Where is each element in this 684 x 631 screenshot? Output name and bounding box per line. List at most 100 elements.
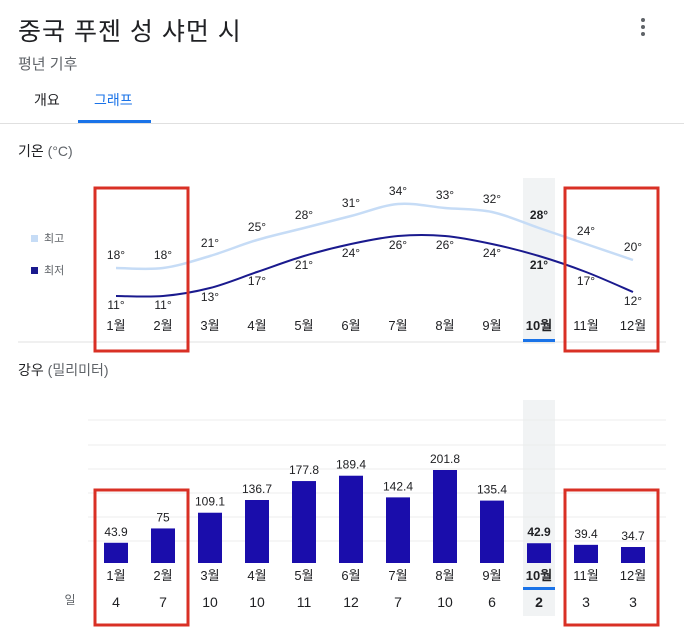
temp-month-label: 7월 [388, 318, 407, 333]
rainfall-bar [574, 544, 598, 563]
high-temp-label: 18° [154, 248, 172, 262]
temperature-highlight-box-2 [563, 186, 660, 353]
more-vert-icon[interactable] [632, 16, 654, 38]
rainfall-bar [386, 497, 410, 563]
rainy-days-label: 일 [64, 593, 75, 607]
low-temp-label: 26° [436, 238, 454, 252]
page-title: 중국 푸젠 성 샤먼 시 [18, 18, 242, 46]
rainy-days-value: 7 [159, 594, 167, 610]
rainfall-value-label: 142.4 [383, 479, 413, 493]
rainfall-value-label: 39.4 [574, 527, 598, 541]
rainfall-value-label: 189.4 [336, 458, 366, 472]
rainfall-month-label: 12월 [620, 568, 646, 583]
rainfall-month-label: 3월 [200, 568, 219, 583]
low-temp-label: 12° [624, 294, 642, 308]
rainfall-month-label: 4월 [247, 568, 266, 583]
temperature-label: 기온 [18, 143, 44, 159]
rainy-days-value: 10 [437, 594, 453, 610]
rainfall-bar [245, 500, 269, 563]
low-temperature-line [115, 234, 634, 298]
low-temp-label: 17° [248, 274, 266, 288]
rainfall-bar [339, 475, 363, 563]
rainfall-value-label: 75 [156, 510, 170, 524]
high-temp-label: 24° [577, 224, 595, 238]
rainfall-label: 강우 [18, 362, 44, 378]
high-temp-label: 25° [248, 220, 266, 234]
low-temp-label: 11° [154, 298, 171, 312]
rainfall-month-label: 1월 [106, 568, 125, 583]
temperature-unit: (°C) [47, 143, 73, 159]
tab-overview[interactable]: 개요 [34, 92, 60, 108]
rainfall-value-label: 136.7 [242, 482, 272, 496]
temp-month-label: 10월 [526, 318, 552, 333]
rainfall-highlight-box-2 [563, 488, 660, 627]
selected-column-rainfall [523, 400, 555, 616]
rainfall-month-label: 10월 [526, 568, 552, 583]
rainfall-unit: (밀리미터) [47, 362, 109, 378]
rainy-days-value: 6 [488, 594, 496, 610]
low-temp-label: 11° [107, 298, 124, 312]
rainfall-value-label: 43.9 [104, 525, 128, 539]
temperature-highlight-box-1 [93, 186, 190, 353]
rainfall-bar [480, 500, 504, 563]
temp-month-label: 6월 [341, 318, 360, 333]
low-temp-label: 26° [389, 238, 407, 252]
rainy-days-value: 12 [343, 594, 359, 610]
temp-month-label: 8월 [435, 318, 454, 333]
rainy-days-value: 3 [582, 594, 590, 610]
low-temp-label: 24° [342, 246, 360, 260]
rainfall-value-label: 34.7 [621, 529, 645, 543]
legend-low-swatch [31, 267, 38, 274]
low-temp-label: 21° [295, 258, 313, 272]
high-temp-label: 18° [107, 248, 125, 262]
rainy-days-value: 10 [202, 594, 218, 610]
rainfall-bar [292, 481, 316, 563]
tab-graph[interactable]: 그래프 [94, 92, 133, 108]
rainfall-month-label: 5월 [294, 568, 313, 583]
high-temp-label: 32° [483, 192, 501, 206]
rainy-days-value: 4 [112, 594, 120, 610]
selected-column-temperature [523, 178, 555, 344]
temp-month-label: 2월 [153, 318, 172, 333]
temp-month-label: 1월 [106, 318, 125, 333]
rainfall-value-label: 135.4 [477, 483, 507, 497]
legend-high-label: 최고 [44, 232, 64, 245]
high-temp-label: 34° [389, 184, 407, 198]
rainfall-section-label: 강우 (밀리미터) [18, 360, 109, 380]
low-temp-label: 24° [483, 246, 501, 260]
low-temp-label: 21° [530, 258, 548, 272]
high-temp-label: 31° [342, 196, 360, 210]
tab-active-indicator [78, 120, 151, 123]
rainfall-month-label: 8월 [435, 568, 454, 583]
temp-month-label: 4월 [247, 318, 266, 333]
rainfall-bar [621, 547, 645, 563]
rainy-days-value: 11 [297, 594, 312, 610]
rainfall-bar [527, 543, 551, 563]
rainy-days-value: 10 [249, 594, 265, 610]
high-temp-label: 33° [436, 188, 454, 202]
temp-month-label: 9월 [482, 318, 501, 333]
low-temp-label: 13° [201, 290, 219, 304]
rainfall-month-label: 11월 [573, 568, 598, 583]
rainy-days-value: 3 [629, 594, 637, 610]
rainfall-month-label: 9월 [482, 568, 501, 583]
rainy-days-value: 7 [394, 594, 402, 610]
high-temp-label: 20° [624, 240, 642, 254]
high-temp-label: 28° [530, 208, 548, 222]
temperature-section-label: 기온 (°C) [18, 141, 73, 161]
temperature-selected-indicator [523, 339, 555, 342]
rainfall-value-label: 177.8 [289, 463, 319, 477]
rainfall-month-label: 7월 [388, 568, 407, 583]
temp-month-label: 3월 [200, 318, 219, 333]
temp-month-label: 12월 [620, 318, 646, 333]
high-temperature-line [115, 202, 634, 271]
tab-divider [0, 123, 684, 124]
rainfall-month-label: 2월 [153, 568, 172, 583]
rainfall-bar [433, 470, 457, 563]
legend-low-label: 최저 [44, 264, 64, 277]
temp-month-label: 5월 [294, 318, 313, 333]
rainfall-selected-indicator [523, 587, 555, 590]
rainfall-bar [198, 512, 222, 563]
rainfall-bar [151, 528, 175, 563]
